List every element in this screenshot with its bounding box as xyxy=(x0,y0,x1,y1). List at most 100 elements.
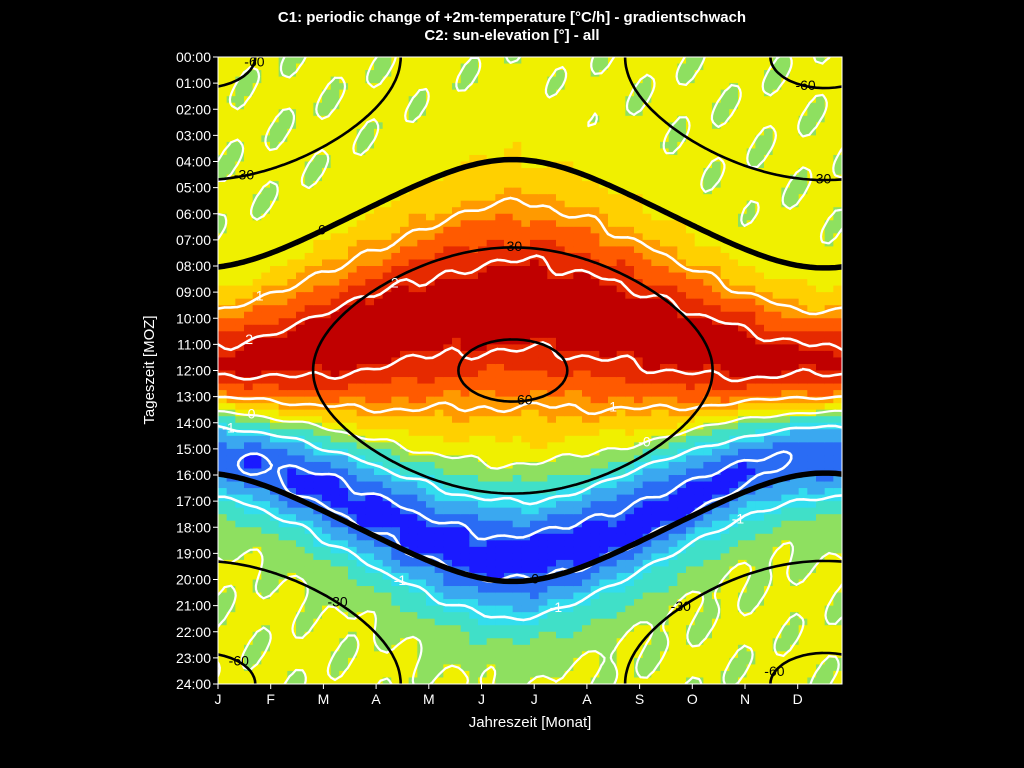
heatmap-cell xyxy=(278,553,288,561)
heatmap-cell xyxy=(469,559,479,568)
heatmap-cell xyxy=(278,383,288,391)
heatmap-cell xyxy=(330,422,340,430)
heatmap-cell xyxy=(634,331,644,339)
heatmap-cell xyxy=(625,488,635,496)
heatmap-cell xyxy=(573,57,583,65)
heatmap-cell xyxy=(460,220,470,228)
heatmap-cell xyxy=(530,605,540,613)
heatmap-cell xyxy=(339,527,349,535)
heatmap-cell xyxy=(226,305,236,313)
heatmap-cell xyxy=(478,677,488,684)
heatmap-cell xyxy=(226,128,236,136)
heatmap-cell xyxy=(322,135,332,143)
heatmap-cell xyxy=(599,605,609,613)
heatmap-cell xyxy=(348,285,358,293)
heatmap-cell xyxy=(226,96,236,104)
heatmap-cell xyxy=(469,514,479,522)
heatmap-cell xyxy=(330,259,340,267)
heatmap-cell xyxy=(374,70,384,78)
heatmap-cell xyxy=(374,128,384,136)
heatmap-cell xyxy=(278,520,288,528)
heatmap-cell xyxy=(322,475,332,483)
heatmap-cell xyxy=(452,266,462,274)
heatmap-cell xyxy=(408,533,418,541)
heatmap-cell xyxy=(486,501,496,509)
heatmap-cell xyxy=(244,572,254,581)
heatmap-cell xyxy=(512,475,522,483)
heatmap-cell xyxy=(469,115,479,123)
heatmap-cell xyxy=(634,122,644,130)
heatmap-cell xyxy=(582,324,592,332)
heatmap-cell xyxy=(365,514,375,522)
heatmap-cell xyxy=(252,200,262,208)
heatmap-cell xyxy=(296,546,306,554)
heatmap-cell xyxy=(356,363,366,372)
heatmap-cell xyxy=(235,331,245,339)
heatmap-cell xyxy=(356,331,366,339)
heatmap-cell xyxy=(400,612,410,620)
heatmap-cell xyxy=(261,618,271,626)
heatmap-cell xyxy=(304,298,314,306)
heatmap-cell xyxy=(278,181,288,189)
heatmap-cell xyxy=(408,305,418,313)
heatmap-cell xyxy=(356,429,366,437)
heatmap-cell xyxy=(252,350,262,359)
heatmap-cell xyxy=(434,266,444,274)
heatmap-cell xyxy=(538,416,548,424)
heatmap-cell xyxy=(330,572,340,581)
heatmap-cell xyxy=(278,533,288,541)
heatmap-cell xyxy=(382,546,392,554)
heatmap-cell xyxy=(590,520,600,528)
heatmap-cell xyxy=(287,141,297,150)
heatmap-cell xyxy=(304,305,314,313)
heatmap-cell xyxy=(330,435,340,443)
heatmap-cell xyxy=(495,390,505,398)
heatmap-cell xyxy=(408,390,418,398)
heatmap-cell xyxy=(330,377,340,385)
heatmap-cell xyxy=(330,76,340,84)
heatmap-cell xyxy=(330,612,340,620)
heatmap-cell xyxy=(608,252,618,261)
heatmap-cell xyxy=(651,350,661,359)
heatmap-cell xyxy=(261,226,271,234)
heatmap-cell xyxy=(599,83,609,91)
heatmap-cell xyxy=(608,396,618,404)
heatmap-cell xyxy=(348,187,358,195)
heatmap-cell xyxy=(304,586,314,594)
heatmap-cell xyxy=(634,311,644,319)
heatmap-cell xyxy=(478,272,488,280)
heatmap-cell xyxy=(408,168,418,176)
heatmap-cell xyxy=(642,422,652,430)
heatmap-cell xyxy=(547,57,557,65)
heatmap-cell xyxy=(651,63,661,71)
heatmap-cell xyxy=(235,96,245,104)
heatmap-cell xyxy=(530,677,540,684)
heatmap-cell xyxy=(486,644,496,652)
heatmap-cell xyxy=(365,501,375,509)
heatmap-cell xyxy=(452,592,462,600)
heatmap-cell xyxy=(244,631,254,639)
heatmap-cell xyxy=(226,664,236,672)
heatmap-cell xyxy=(348,664,358,672)
heatmap-cell xyxy=(374,670,384,679)
heatmap-cell xyxy=(339,514,349,522)
heatmap-cell xyxy=(382,57,392,65)
heatmap-cell xyxy=(218,213,228,221)
heatmap-cell xyxy=(400,272,410,280)
heatmap-cell xyxy=(348,377,358,385)
heatmap-cell xyxy=(400,252,410,261)
heatmap-cell xyxy=(218,102,228,110)
heatmap-cell xyxy=(634,527,644,535)
heatmap-cell xyxy=(573,141,583,150)
heatmap-cell xyxy=(408,63,418,71)
heatmap-cell xyxy=(625,298,635,306)
heatmap-cell xyxy=(625,527,635,535)
heatmap-cell xyxy=(469,579,479,587)
heatmap-cell xyxy=(642,168,652,176)
heatmap-cell xyxy=(365,631,375,639)
heatmap-cell xyxy=(278,141,288,150)
heatmap-cell xyxy=(400,161,410,169)
heatmap-cell xyxy=(616,89,626,97)
heatmap-cell xyxy=(452,70,462,78)
heatmap-cell xyxy=(504,481,514,489)
